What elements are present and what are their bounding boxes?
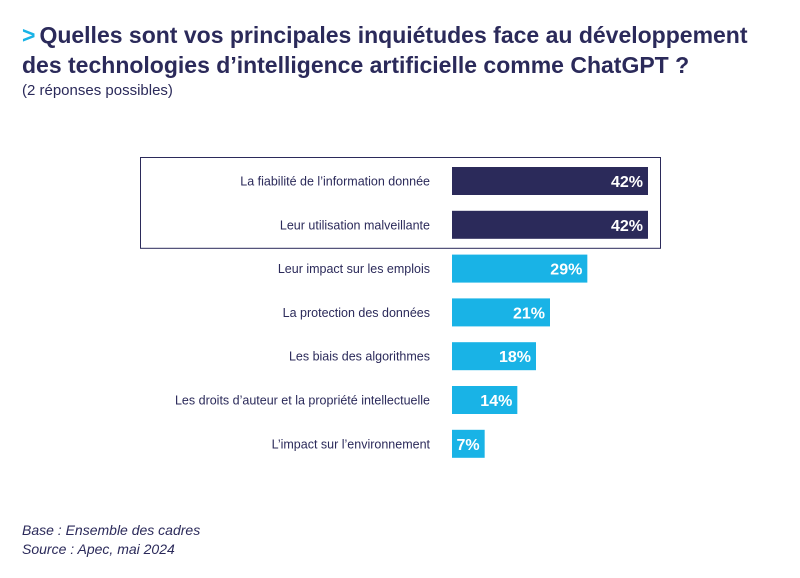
value-label-2: 42% <box>611 218 643 235</box>
bar-5 <box>452 342 536 371</box>
value-label-3: 29% <box>550 262 582 279</box>
title-text: Quelles sont vos principales inquiétudes… <box>22 22 748 78</box>
category-label-7: L’impact sur l’environnement <box>272 437 431 451</box>
bar-7 <box>452 429 485 458</box>
category-label-5: Les biais des algorithmes <box>289 350 430 364</box>
bar-3 <box>452 254 588 283</box>
chart-subtitle: (2 réponses possibles) <box>22 82 173 99</box>
bar-2 <box>452 210 648 239</box>
source-note: Source : Apec, mai 2024 <box>22 541 175 557</box>
category-label-1: La fiabilité de l’information donnée <box>240 175 430 189</box>
category-label-6: Les droits d’auteur et la propriété inte… <box>175 394 430 408</box>
value-label-4: 21% <box>513 305 545 322</box>
chart-footer: Base : Ensemble des cadres Source : Apec… <box>22 521 200 559</box>
bar-4 <box>452 298 550 327</box>
highlight-frame <box>140 157 661 249</box>
category-label-2: Leur utilisation malveillante <box>280 218 430 232</box>
value-label-7: 7% <box>457 437 480 454</box>
chart-title: > Quelles sont vos principales inquiétude… <box>22 20 792 80</box>
bar-6 <box>452 386 518 414</box>
base-note: Base : Ensemble des cadres <box>22 522 201 538</box>
bar-1 <box>452 167 648 195</box>
category-label-4: La protection des données <box>283 306 430 320</box>
title-marker: > <box>22 22 36 48</box>
category-label-3: Leur impact sur les emplois <box>278 262 430 276</box>
value-label-5: 18% <box>499 349 531 366</box>
value-label-6: 14% <box>480 393 512 410</box>
value-label-1: 42% <box>611 174 643 191</box>
